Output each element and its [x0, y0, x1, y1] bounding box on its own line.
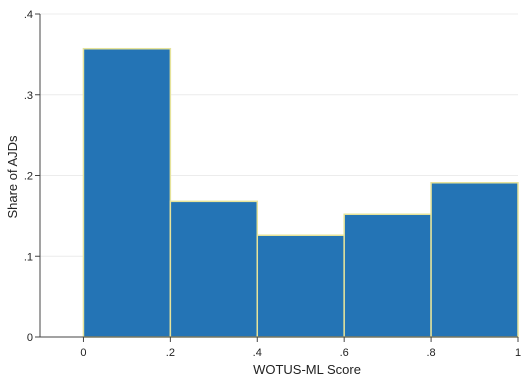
x-tick-label: .2 [166, 347, 175, 359]
y-tick-label: .4 [24, 9, 33, 21]
histogram-bar [82, 47, 172, 338]
x-tick-label: 0 [80, 347, 86, 359]
x-tick-label: .4 [253, 347, 262, 359]
y-axis-label: Share of AJDs [5, 135, 20, 219]
x-axis-label: WOTUS-ML Score [253, 362, 361, 377]
histogram-bar [256, 234, 345, 338]
y-tick-label: .1 [24, 251, 33, 263]
x-tick-label: 1 [515, 347, 521, 359]
y-tick-label: .2 [24, 171, 33, 183]
histogram-bar [343, 213, 432, 338]
y-tick-label: 0 [27, 332, 33, 344]
y-tick-label: .3 [24, 90, 33, 102]
x-tick-label: .6 [340, 347, 349, 359]
bars [82, 47, 519, 338]
tick-labels: 0 .1 .2 .3 .4 0 .2 .4 .6 .8 1 [24, 9, 521, 359]
x-tick-label: .8 [426, 347, 435, 359]
axes [35, 13, 519, 342]
histogram-bar [169, 200, 259, 338]
histogram-bar [430, 182, 519, 338]
